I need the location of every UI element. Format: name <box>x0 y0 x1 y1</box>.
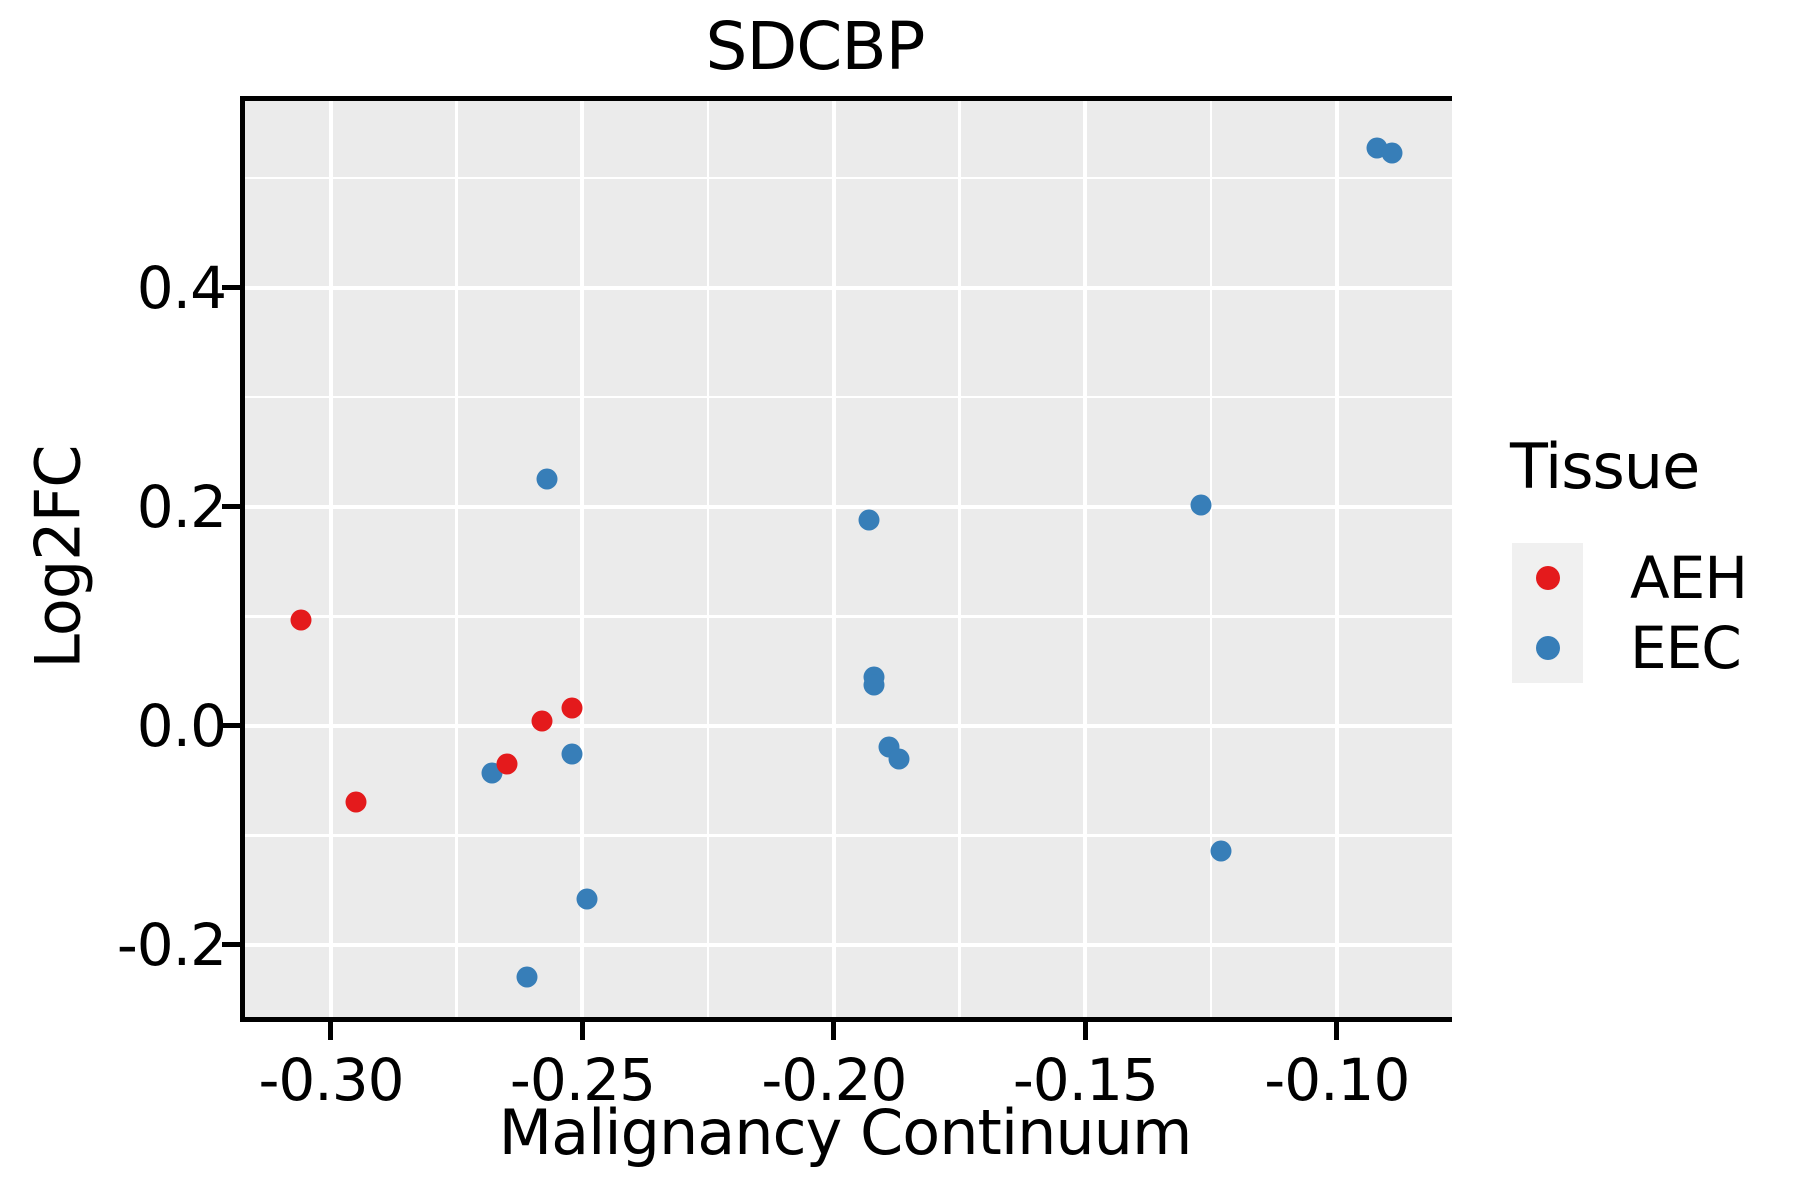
legend-key-box <box>1512 543 1583 613</box>
data-point-eec <box>1210 840 1232 862</box>
legend-label: AEH <box>1630 544 1748 612</box>
gridline-major-vertical <box>831 101 836 1017</box>
x-tick-mark <box>328 1022 334 1040</box>
x-axis-title: Malignancy Continuum <box>498 1096 1193 1169</box>
y-axis-title: Log2FC <box>21 445 95 669</box>
gridline-major-vertical <box>580 101 585 1017</box>
gridline-major-horizontal <box>245 285 1452 290</box>
x-tick-label: -0.20 <box>761 1046 907 1114</box>
y-tick-label: -0.2 <box>116 910 227 979</box>
chart-title: SDCBP <box>705 8 926 85</box>
x-tick-mark <box>831 1022 837 1040</box>
data-point-eec <box>516 966 538 988</box>
gridline-major-horizontal <box>245 942 1452 947</box>
x-tick-mark <box>1082 1022 1088 1040</box>
gridline-major-horizontal <box>245 504 1452 509</box>
gridline-minor-horizontal <box>245 615 1452 618</box>
data-point-eec <box>561 743 583 765</box>
y-tick-mark <box>222 942 240 948</box>
data-point-eec <box>888 748 910 770</box>
y-tick-mark <box>222 285 240 291</box>
data-point-aeh <box>345 791 367 813</box>
legend-entry-aeh: AEH <box>1512 543 1800 613</box>
gridline-minor-vertical <box>455 101 458 1017</box>
gridline-minor-vertical <box>1209 101 1213 1017</box>
y-tick-label: 0.4 <box>136 253 227 322</box>
plot-panel <box>240 96 1452 1022</box>
gridline-major-vertical <box>1334 101 1339 1017</box>
y-tick-label: 0.2 <box>136 472 227 541</box>
data-point-aeh <box>561 697 583 719</box>
y-tick-label: 0.0 <box>136 691 227 760</box>
x-tick-label: -0.15 <box>1012 1046 1159 1114</box>
x-tick-mark <box>1334 1022 1340 1040</box>
data-point-aeh <box>496 753 518 775</box>
legend-dot-eec <box>1535 636 1560 660</box>
data-point-eec <box>536 468 558 490</box>
gridline-major-vertical <box>328 101 333 1017</box>
y-tick-mark <box>222 723 240 729</box>
data-point-eec <box>1190 494 1212 516</box>
gridline-minor-vertical <box>958 101 961 1017</box>
x-tick-label: -0.10 <box>1264 1046 1410 1114</box>
data-point-eec <box>1381 142 1403 164</box>
data-point-aeh <box>290 609 312 631</box>
gridline-major-horizontal <box>245 723 1452 728</box>
data-point-eec <box>576 888 598 910</box>
gridline-minor-horizontal <box>245 395 1452 399</box>
legend-key-box <box>1512 613 1583 683</box>
y-tick-mark <box>222 504 240 510</box>
gridline-minor-horizontal <box>245 834 1452 837</box>
x-tick-label: -0.30 <box>258 1046 404 1114</box>
data-point-aeh <box>531 710 553 732</box>
x-tick-label: -0.25 <box>509 1046 656 1114</box>
gridline-minor-vertical <box>706 101 710 1017</box>
legend-dot-aeh <box>1535 566 1560 590</box>
legend-label: EEC <box>1630 614 1742 682</box>
data-point-eec <box>863 674 885 696</box>
legend-entry-eec: EEC <box>1512 613 1800 683</box>
gridline-major-vertical <box>1083 101 1088 1017</box>
data-point-eec <box>858 509 880 531</box>
legend-title: Tissue <box>1510 430 1700 503</box>
gridline-minor-horizontal <box>245 176 1452 180</box>
x-tick-mark <box>579 1022 585 1040</box>
